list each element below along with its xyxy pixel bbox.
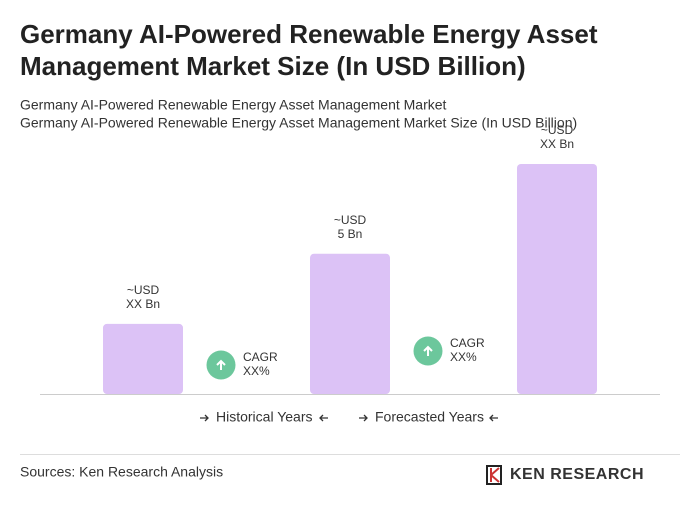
legend-arrow — [359, 414, 368, 422]
bar — [310, 253, 390, 394]
cagr-arrow — [216, 359, 226, 370]
bar — [103, 323, 183, 394]
chart-title: Germany AI-Powered Renewable Energy Asse… — [20, 19, 598, 81]
cagr-label: XX% — [450, 350, 477, 364]
value-label: 5 Bn — [338, 227, 363, 241]
cagr-label: CAGR — [450, 336, 485, 350]
legend-label: Historical Years — [216, 409, 313, 425]
source: Sources: Ken Research Analysis — [20, 464, 223, 480]
value-label: ~USD — [127, 283, 160, 297]
logo-text: KEN RESEARCH — [510, 466, 644, 483]
bar — [517, 164, 597, 394]
value-label: ~USD — [334, 213, 367, 227]
value-label: XX Bn — [540, 137, 574, 151]
legend-arrow — [319, 414, 328, 422]
value-label: XX Bn — [126, 297, 160, 311]
legend-arrow — [200, 414, 209, 422]
logo-icon — [486, 465, 502, 485]
subtitle: Germany AI-Powered Renewable Energy Asse… — [20, 97, 447, 113]
logo-icon — [490, 467, 500, 483]
legend-arrow — [489, 414, 498, 422]
value-label: ~USD — [541, 123, 574, 137]
cagr-arrow — [423, 345, 433, 356]
subtitle: Germany AI-Powered Renewable Energy Asse… — [20, 115, 577, 131]
cagr-label: XX% — [243, 364, 270, 378]
logo: KEN RESEARCH — [486, 465, 644, 485]
legend-label: Forecasted Years — [375, 409, 484, 425]
cagr-label: CAGR — [243, 350, 278, 364]
